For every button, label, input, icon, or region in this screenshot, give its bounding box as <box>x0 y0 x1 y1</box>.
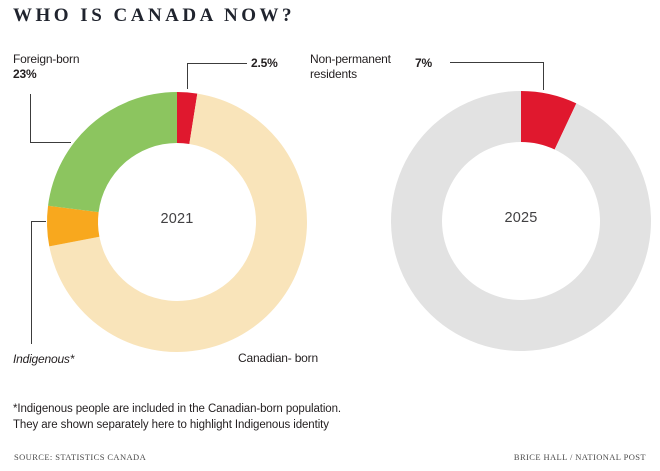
source-line: SOURCE: STATISTICS CANADA <box>14 452 147 462</box>
donut-segment-segment-1 <box>391 91 652 351</box>
footnote: *Indigenous people are included in the C… <box>13 403 341 431</box>
donut-segment-foreign-born <box>48 92 177 213</box>
callout-line-foreign-born <box>30 94 71 143</box>
donut-segment-indigenous <box>47 205 100 247</box>
callout-line-nonpermanent-2025 <box>450 62 544 90</box>
donut-segment-non-permanent-residents <box>177 92 198 144</box>
label-foreign-born-text: Foreign-born <box>13 52 80 66</box>
donut-chart-2025 <box>391 91 652 351</box>
page-title: WHO IS CANADA NOW? <box>13 5 296 26</box>
label-foreign-born: Foreign-born 23% <box>13 52 80 82</box>
donut-segment-canadian-born <box>49 93 307 352</box>
callout-line-indigenous <box>31 221 46 344</box>
label-nonpermanent-residents: Non-permanent residents <box>310 52 391 81</box>
label-foreign-born-pct: 23% <box>13 67 37 81</box>
credit-line: BRICE HALL / NATIONAL POST <box>513 452 646 462</box>
donut-chart-2021 <box>47 92 307 352</box>
donut-2021-center-label: 2021 <box>160 211 194 227</box>
label-nonpermanent-2021-pct: 2.5% <box>251 56 278 70</box>
donut-2025-center-label: 2025 <box>504 210 538 226</box>
donut-segment-non-permanent-residents <box>521 91 577 150</box>
label-indigenous: Indigenous* <box>13 352 75 366</box>
callout-line-nonpermanent-2021 <box>187 63 247 89</box>
label-canadian-born: Canadian- born <box>238 351 318 365</box>
label-nonpermanent-2025-pct: 7% <box>415 56 432 70</box>
